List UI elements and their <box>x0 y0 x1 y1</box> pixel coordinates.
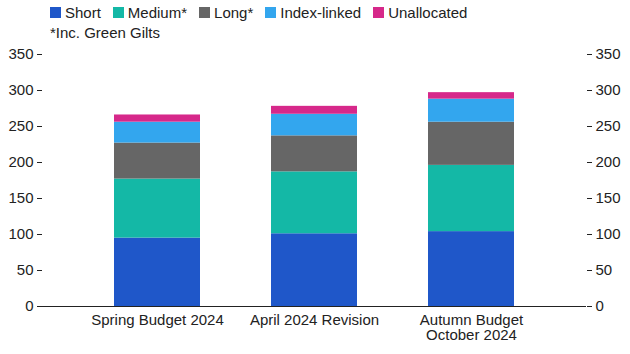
svg-text:150: 150 <box>8 189 33 206</box>
svg-text:150: 150 <box>596 189 621 206</box>
svg-text:50: 50 <box>596 261 613 278</box>
svg-text:350: 350 <box>596 45 621 62</box>
svg-text:300: 300 <box>596 81 621 98</box>
svg-text:250: 250 <box>596 117 621 134</box>
svg-text:100: 100 <box>596 225 621 242</box>
svg-text:250: 250 <box>8 117 33 134</box>
svg-text:200: 200 <box>8 153 33 170</box>
svg-text:0: 0 <box>25 297 33 314</box>
svg-text:300: 300 <box>8 81 33 98</box>
html-text:Medium*: Medium* <box>127 3 187 21</box>
html-text:Short: Short <box>65 3 101 21</box>
svg-text:Autumn BudgetOctober 2024: Autumn BudgetOctober 2024 <box>420 311 524 343</box>
svg-text:50: 50 <box>17 261 34 278</box>
svg-text:350: 350 <box>8 45 33 62</box>
svg-text:100: 100 <box>8 225 33 242</box>
svg-text:200: 200 <box>596 153 621 170</box>
html-text:Long*: Long* <box>214 3 254 21</box>
svg-text:Spring Budget 2024: Spring Budget 2024 <box>91 311 224 328</box>
html-text:*Inc. Green Gilts: *Inc. Green Gilts <box>50 23 160 41</box>
svg-text:April 2024 Revision: April 2024 Revision <box>250 311 379 328</box>
html-text:Unallocated: Unallocated <box>388 3 468 21</box>
html-text:Index-linked: Index-linked <box>280 3 362 21</box>
svg-text:0: 0 <box>596 297 604 314</box>
